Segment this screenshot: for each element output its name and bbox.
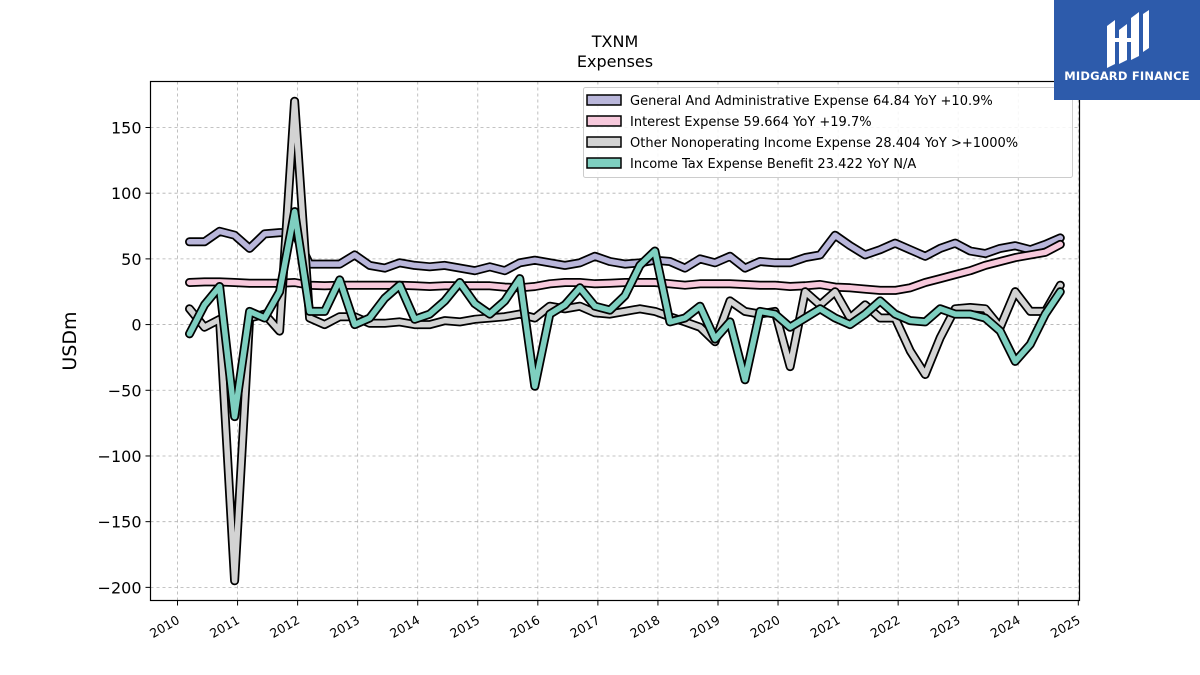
series-general-and-administrative-expense: [185, 226, 1065, 276]
y-tick-label: 150: [111, 118, 142, 137]
series-other-nonoperating-income-expense: [185, 96, 1065, 586]
y-tick-label: −200: [98, 578, 142, 597]
series-income-tax-expense-benefit: [185, 207, 1065, 422]
y-axis-label: USDm: [59, 311, 81, 370]
x-tick-label: 2012: [267, 612, 302, 641]
x-tick-label: 2015: [447, 612, 482, 641]
y-tick-label: 0: [131, 316, 141, 335]
x-tick-label: 2023: [928, 612, 963, 641]
legend-label: Income Tax Expense Benefit 23.422 YoY N/…: [630, 157, 916, 172]
legend-label: General And Administrative Expense 64.84…: [630, 94, 993, 109]
x-tick-label: 2017: [567, 612, 602, 641]
y-axis: 150 100 50 0 −50 −100 −150 −200: [98, 118, 151, 597]
x-tick-label: 2010: [147, 612, 182, 641]
x-tick-label: 2019: [687, 612, 722, 641]
legend-swatch: [586, 136, 622, 148]
series-line: [186, 98, 1064, 584]
x-tick-label: 2021: [808, 612, 843, 641]
legend-swatch: [586, 157, 622, 169]
y-tick-label: −50: [108, 381, 142, 400]
legend-swatch: [586, 115, 622, 127]
legend-label: Interest Expense 59.664 YoY +19.7%: [630, 115, 872, 130]
series-line: [186, 208, 1064, 420]
x-tick-label: 2022: [868, 612, 903, 641]
x-tick-label: 2014: [387, 612, 422, 641]
x-tick-label: 2013: [327, 612, 362, 641]
x-tick-label: 2016: [507, 612, 542, 641]
x-tick-label: 2020: [747, 612, 782, 641]
x-axis: 2010 2011 2012 2013 2014 2015 2016 2017 2018 2019…: [147, 600, 1083, 641]
x-tick-label: 2011: [207, 612, 242, 641]
x-tick-label: 2024: [988, 612, 1023, 641]
chart-subtitle: Expenses: [577, 52, 653, 71]
legend-label: Other Nonoperating Income Expense 28.404…: [630, 136, 1018, 151]
legend-swatch: [586, 94, 622, 106]
chart-title: TXNM: [591, 32, 639, 51]
legend-box: [583, 87, 1073, 178]
y-tick-label: 100: [111, 184, 142, 203]
logo-mark-icon: [1107, 10, 1149, 68]
chart-series-layer: [185, 96, 1065, 586]
y-tick-label: 50: [121, 250, 141, 269]
brand-logo: MIDGARD FINANCE: [1054, 0, 1200, 100]
x-tick-label: 2018: [627, 612, 662, 641]
x-tick-label: 2025: [1048, 612, 1083, 641]
y-tick-label: −100: [98, 447, 142, 466]
y-tick-label: −150: [98, 513, 142, 532]
logo-text: MIDGARD FINANCE: [1064, 69, 1190, 83]
legend: General And Administrative Expense 64.84…: [583, 87, 1073, 178]
series-line: [186, 228, 1064, 274]
plot-frame: [149, 80, 1081, 602]
